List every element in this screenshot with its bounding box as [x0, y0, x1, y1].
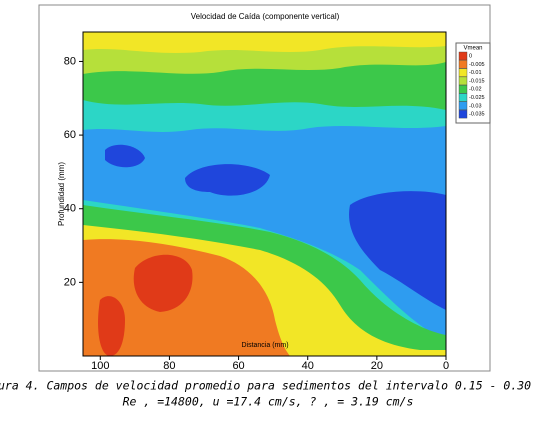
x-tick-label: 80: [163, 360, 175, 372]
x-tick-label: 60: [232, 360, 244, 372]
legend-swatch: [458, 68, 468, 77]
legend-title: Vmean: [463, 46, 482, 52]
y-tick-label: 40: [64, 203, 76, 215]
legend-label: -0.03: [469, 103, 482, 109]
contour-region: [83, 32, 446, 53]
y-axis-label: Profundidad (mm): [57, 162, 66, 226]
x-tick-label: 40: [302, 360, 314, 372]
x-axis-label: Distancia (mm): [241, 342, 288, 349]
contour-field: [83, 32, 446, 356]
contour-region: [349, 191, 446, 310]
x-tick-label: 20: [371, 360, 383, 372]
legend-label: -0.015: [469, 78, 485, 84]
y-tick-label: 80: [64, 55, 76, 67]
legend-label: -0.025: [469, 95, 485, 101]
legend-label: 0: [469, 53, 472, 59]
x-tick-label: 0: [443, 360, 449, 372]
chart-title: Velocidad de Caída (componente vertical): [191, 12, 340, 21]
legend-label: -0.02: [469, 87, 482, 93]
legend-swatch: [458, 84, 468, 94]
plot-frame: [82, 31, 447, 357]
legend-label: -0.035: [469, 112, 485, 118]
legend-swatch: [458, 60, 468, 69]
legend-swatch: [458, 93, 468, 102]
contour-region: [133, 254, 193, 312]
x-tick-label: 100: [91, 360, 109, 372]
contour-region: [98, 296, 125, 356]
contour-region: [185, 164, 270, 196]
y-tick-label: 60: [64, 129, 76, 141]
legend-swatch: [458, 51, 468, 61]
legend-swatch: [458, 109, 468, 119]
legend-label: -0.005: [469, 62, 485, 68]
contour-region: [105, 144, 145, 168]
caption-line: Re , =14800, u =17.4 cm/s, ? , = 3.19 cm…: [123, 395, 414, 409]
legend-label: -0.01: [469, 70, 482, 76]
legend-swatch: [458, 76, 468, 86]
caption-line: Figura 4. Campos de velocidad promedio p…: [0, 379, 536, 393]
legend-swatch: [458, 101, 468, 111]
contour-region: [83, 126, 446, 340]
y-tick-label: 20: [64, 276, 76, 288]
